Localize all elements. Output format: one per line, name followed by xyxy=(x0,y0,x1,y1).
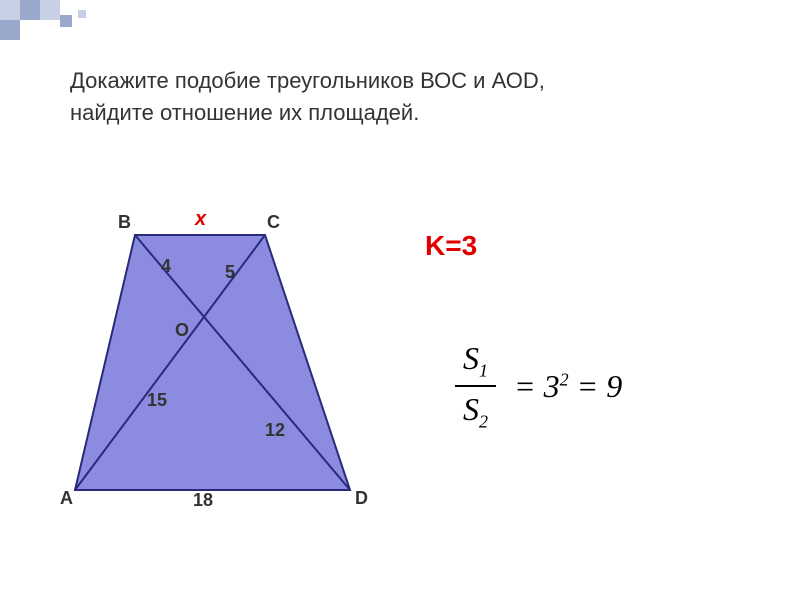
segment-bo-label: 4 xyxy=(161,256,171,277)
segment-ad-label: 18 xyxy=(193,490,213,511)
exponent: 2 xyxy=(560,369,569,389)
numerator: S1 xyxy=(455,340,496,387)
base-number: 3 xyxy=(544,368,560,404)
equals-1: = xyxy=(514,368,544,404)
trapezoid-shape xyxy=(75,235,350,490)
problem-line-1: Докажите подобие треугольников ВОС и АОD… xyxy=(70,68,545,93)
k-coefficient: K=3 xyxy=(425,230,477,262)
deco-square xyxy=(60,15,72,27)
equals-2: = xyxy=(569,368,607,404)
vertex-d-label: D xyxy=(355,488,368,509)
denominator: S2 xyxy=(455,387,496,432)
subscript-1: 1 xyxy=(479,360,488,380)
segment-od-label: 12 xyxy=(265,420,285,441)
vertex-b-label: В xyxy=(118,212,131,233)
deco-square xyxy=(20,0,40,20)
deco-square xyxy=(0,0,20,20)
deco-square xyxy=(78,10,86,18)
vertex-o-label: О xyxy=(175,320,189,341)
deco-square xyxy=(40,0,60,20)
trapezoid-diagram: х А В С D О 4 5 15 12 18 xyxy=(55,200,375,510)
vertex-c-label: С xyxy=(267,212,280,233)
s-symbol-2: S xyxy=(463,391,479,427)
formula-right-side: = 32 = 9 xyxy=(514,368,622,405)
segment-oa-label: 15 xyxy=(147,390,167,411)
segment-co-label: 5 xyxy=(225,262,235,283)
problem-line-2: найдите отношение их площадей. xyxy=(70,100,419,125)
corner-decoration xyxy=(0,0,120,40)
x-label: х xyxy=(195,208,206,231)
fraction: S1 S2 xyxy=(455,340,496,433)
s-symbol-1: S xyxy=(463,340,479,376)
problem-statement: Докажите подобие треугольников ВОС и АОD… xyxy=(70,65,545,129)
deco-square xyxy=(0,20,20,40)
vertex-a-label: А xyxy=(60,488,73,509)
area-ratio-formula: S1 S2 = 32 = 9 xyxy=(455,340,622,433)
result-value: 9 xyxy=(606,368,622,404)
subscript-2: 2 xyxy=(479,412,488,432)
trapezoid-svg xyxy=(55,200,375,510)
